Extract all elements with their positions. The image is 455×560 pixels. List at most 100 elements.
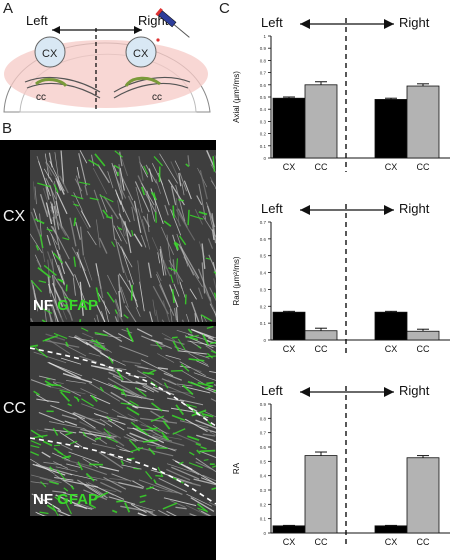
nf-fiber [83,489,108,501]
nf-fiber [163,497,197,507]
gfap-process [201,412,214,418]
nf-fiber [121,380,148,385]
nf-fiber [196,360,209,367]
nf-fiber [147,262,152,278]
nf-fiber [73,192,83,211]
x-category-label: CC [315,162,328,172]
nf-fiber [152,435,173,442]
nf-fiber [94,301,106,322]
gfap-process [163,382,169,389]
gfap-process [30,445,40,449]
stain-legend-cc: NF GFAP [33,491,98,508]
nf-fiber [33,351,67,364]
nf-fiber [198,287,204,300]
nf-fiber [131,503,156,512]
schematic-left-label: Left [26,13,48,28]
nf-fiber [35,511,46,516]
gfap-process [73,396,80,401]
nf-fiber [214,310,216,318]
gfap-process [114,309,118,314]
gfap-process [102,209,109,217]
gfap-process [141,186,146,196]
nf-fiber [209,430,216,433]
chart-3: 0 0.1 0.2 0.3 0.4 0.5 0.6 0.7 0.8 0.9 RA Left Right C… [232,383,450,547]
nf-fiber [32,285,39,307]
gfap-process [188,462,203,469]
y-tick-label: 0.6 [260,83,267,88]
y-tick-label: 0.2 [260,304,267,309]
cc-boundary-upper [30,347,216,427]
nf-fiber [113,225,122,242]
gfap-process [46,383,62,387]
nf-fiber [160,389,193,394]
nf-fiber [184,418,208,432]
bar-right-cc [406,457,440,534]
gfap-process [34,347,48,358]
nf-fiber [179,399,204,406]
nf-fiber [201,262,206,294]
nf-fiber [80,388,97,397]
nf-fiber [55,278,68,297]
slice-plane [4,40,208,108]
nf-fiber [136,328,153,337]
nf-fiber [52,381,64,384]
nf-fiber [159,248,165,276]
bar-left-cc [304,84,338,159]
nf-fiber [210,336,216,339]
gfap-process [200,314,213,322]
y-tick-label: 0.4 [260,474,267,479]
nf-fiber [119,448,131,453]
nf-fiber [30,211,42,237]
right-cx-label: CX [133,48,149,60]
nf-fiber [79,281,84,316]
bar-left-cx [272,311,306,341]
gfap-process [188,358,205,362]
nf-fiber [167,397,185,402]
right-cc-marker [124,76,161,87]
x-category-label: CC [417,344,430,354]
y-axis-label: Axial (μm²/ms) [232,71,241,123]
nf-fiber [140,359,174,377]
nf-fiber [102,329,123,342]
gfap-process [203,459,209,461]
gfap-process [172,428,186,435]
nf-fiber [142,385,155,393]
gfap-process [189,336,199,341]
stain-gfap: GFAP [57,297,99,314]
gfap-process [35,244,40,251]
nf-fiber [171,466,200,480]
gfap-process [30,440,42,446]
nf-fiber [79,421,109,437]
nf-fiber [88,352,101,357]
x-category-label: CX [283,344,296,354]
nf-fiber [36,398,60,403]
gfap-process [33,390,40,396]
gfap-process [120,460,125,465]
gfap-process [153,479,157,484]
gfap-process [56,495,62,499]
nf-fiber [208,502,216,507]
gfap-process [53,444,61,447]
nf-fiber [91,442,116,450]
nf-fiber [207,387,216,392]
nf-fiber [181,385,211,394]
nf-fiber [170,209,182,236]
gfap-process [197,345,202,350]
arrow-head-right [384,19,394,29]
top-label-right: Right [399,201,430,216]
brain-schematic: CX CX cc cc Left Right [3,8,211,113]
gfap-process [146,425,161,434]
nf-fiber [48,362,81,379]
nf-fiber [39,193,49,218]
nf-fiber [176,329,194,336]
nf-fiber [38,375,56,381]
gfap-process [135,387,147,397]
nf-fiber [167,385,195,399]
nf-fiber [85,482,106,497]
nf-fiber [107,453,132,464]
nf-fiber [116,225,128,245]
nf-fiber [194,209,203,225]
y-tick-label: 0.1 [260,321,267,326]
nf-fiber [157,489,178,494]
y-tick-label: 0.7 [260,71,267,76]
